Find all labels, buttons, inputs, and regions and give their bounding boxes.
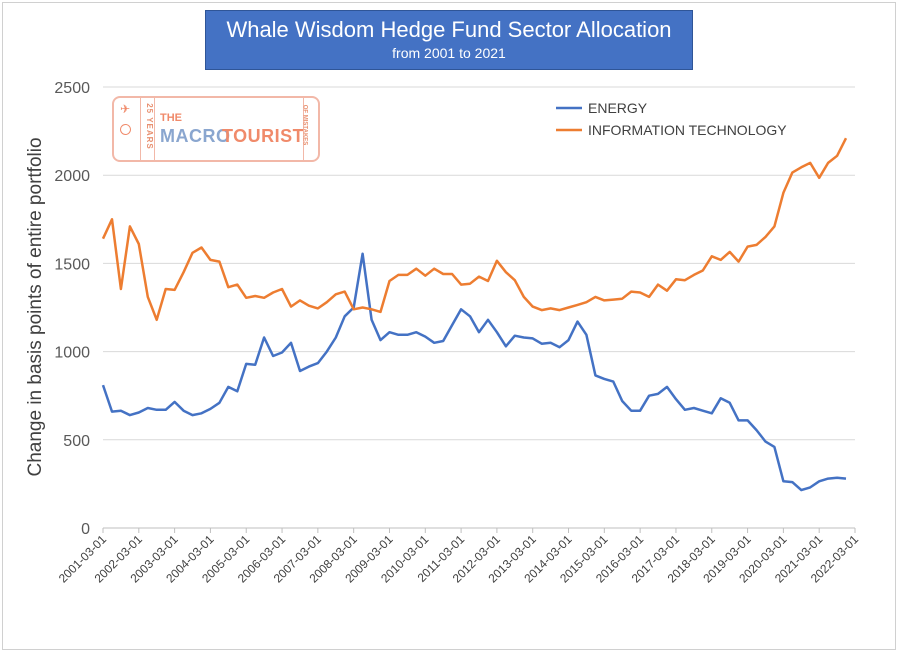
y-tick-label: 500 bbox=[63, 433, 90, 450]
legend-label-information-technology: INFORMATION TECHNOLOGY bbox=[588, 122, 787, 138]
legend-label-energy: ENERGY bbox=[588, 100, 648, 116]
chart-title-box: Whale Wisdom Hedge Fund Sector Allocatio… bbox=[205, 10, 693, 70]
chart-subtitle: from 2001 to 2021 bbox=[392, 45, 506, 61]
y-tick-label: 1500 bbox=[54, 256, 90, 273]
y-tick-label: 0 bbox=[81, 521, 90, 538]
logo-years-band: 25 YEARS bbox=[140, 98, 155, 160]
series-line-energy bbox=[101, 252, 847, 492]
logo-macro: MACRO bbox=[160, 126, 231, 146]
y-axis-ticks: 0 500 1000 1500 2000 2500 bbox=[54, 80, 90, 538]
logo-mistakes-band: OF MISTAKES bbox=[301, 98, 318, 160]
macro-tourist-logo: ✈ 25 YEARS THE MACRO TOURIST OF MISTAKES bbox=[112, 96, 320, 162]
airplane-icon: ✈ bbox=[120, 102, 131, 116]
logo-tourist: TOURIST bbox=[222, 126, 305, 146]
logo-years-text: 25 YEARS bbox=[144, 103, 154, 150]
gridlines bbox=[103, 86, 855, 529]
series-lines bbox=[101, 137, 848, 492]
legend: ENERGY INFORMATION TECHNOLOGY bbox=[556, 100, 787, 138]
series-line-information-technology bbox=[101, 137, 848, 322]
x-axis-ticks: 2001-03-012002-03-012003-03-012004-03-01… bbox=[56, 528, 861, 586]
logo-mistakes-text: OF MISTAKES bbox=[301, 104, 308, 146]
y-tick-label: 2000 bbox=[54, 168, 90, 185]
y-tick-label: 1000 bbox=[54, 345, 90, 362]
logo-the: THE bbox=[160, 112, 182, 124]
y-tick-label: 2500 bbox=[54, 80, 90, 97]
lifebuoy-icon bbox=[120, 124, 131, 135]
chart-title: Whale Wisdom Hedge Fund Sector Allocatio… bbox=[226, 17, 672, 42]
y-axis-label: Change in basis points of entire portfol… bbox=[25, 137, 46, 476]
logo-icon-panel: ✈ bbox=[114, 98, 141, 160]
